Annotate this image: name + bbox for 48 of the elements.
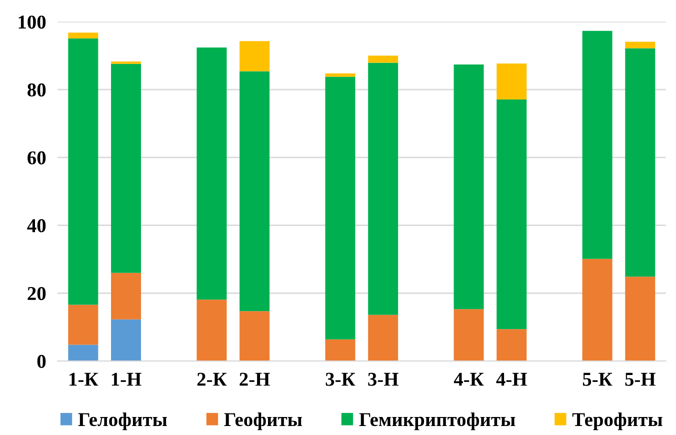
legend-label: Терофиты bbox=[572, 412, 662, 430]
y-tick-label: 60 bbox=[28, 151, 46, 164]
y-tick-label: 40 bbox=[27, 219, 46, 232]
bar bbox=[240, 41, 270, 72]
legend-label: Гемикриптофиты bbox=[359, 412, 516, 430]
bar bbox=[111, 272, 142, 320]
y-tick-label: 100 bbox=[18, 16, 46, 29]
legend-label: Гелофиты bbox=[78, 412, 167, 430]
y-tick-label: 0 bbox=[37, 354, 46, 368]
x-tick-label: 5-К bbox=[582, 372, 612, 386]
legend-label: Геофиты bbox=[224, 412, 302, 430]
bar bbox=[496, 63, 527, 100]
y-tick-label: 80 bbox=[28, 83, 46, 97]
bar bbox=[368, 56, 398, 63]
bar bbox=[496, 99, 527, 330]
bar bbox=[625, 42, 656, 48]
bar bbox=[625, 276, 656, 362]
x-tick-label: 3-К bbox=[326, 372, 356, 386]
bar bbox=[68, 32, 98, 38]
bar bbox=[240, 71, 270, 312]
bar bbox=[496, 329, 527, 362]
x-tick-label: 4-К bbox=[454, 372, 484, 386]
bar bbox=[582, 30, 612, 259]
bar bbox=[625, 48, 656, 277]
x-tick-label: 5-Н bbox=[625, 372, 656, 386]
bar bbox=[240, 311, 270, 362]
x-tick-label: 2-К bbox=[197, 372, 227, 386]
bar bbox=[111, 64, 142, 273]
bar bbox=[196, 48, 227, 300]
bar bbox=[111, 319, 142, 362]
bar bbox=[325, 76, 356, 340]
bar bbox=[68, 304, 98, 345]
x-tick-label: 3-Н bbox=[368, 372, 398, 386]
y-tick-label: 20 bbox=[28, 287, 46, 300]
bar bbox=[368, 62, 398, 315]
bar bbox=[582, 258, 612, 362]
bar bbox=[454, 309, 484, 362]
bar bbox=[111, 61, 142, 64]
x-tick-label: 1-Н bbox=[112, 372, 142, 386]
bar bbox=[368, 314, 398, 362]
bar bbox=[196, 300, 227, 362]
bar bbox=[325, 339, 356, 362]
x-tick-label: 2-Н bbox=[240, 372, 270, 386]
bar bbox=[68, 344, 98, 362]
bar bbox=[454, 64, 484, 310]
x-tick-label: 1-К bbox=[70, 372, 98, 386]
bar bbox=[68, 38, 98, 305]
x-tick-label: 4-Н bbox=[496, 372, 527, 386]
